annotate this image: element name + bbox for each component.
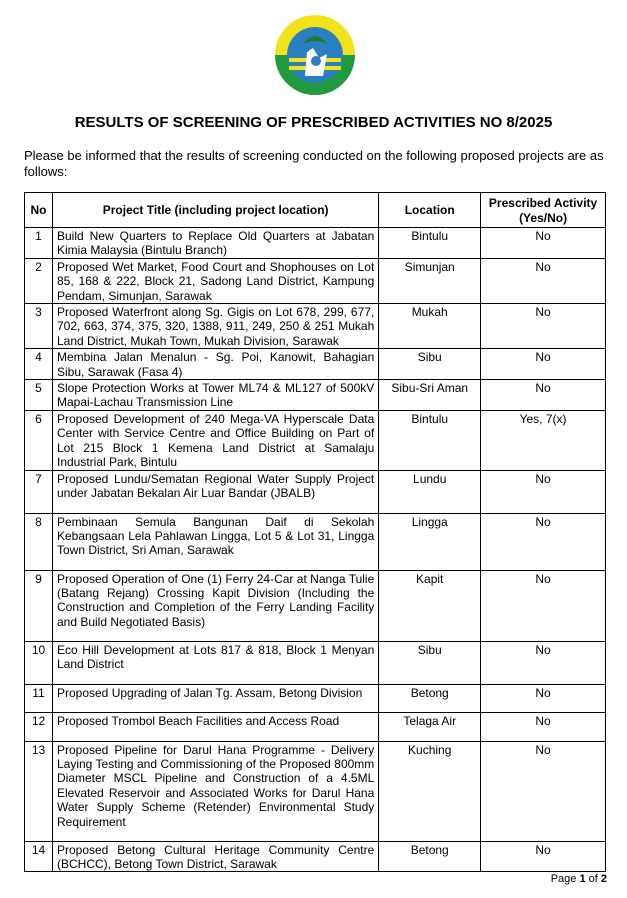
prescribed-activity: No bbox=[480, 227, 606, 259]
row-number: 8 bbox=[24, 512, 53, 571]
row-number: 10 bbox=[24, 640, 53, 685]
table-row: 14 Proposed Betong Cultural Heritage Comm… bbox=[24, 840, 606, 873]
prescribed-activity: No bbox=[480, 711, 606, 742]
table-row: 7 Proposed Lundu/Sematan Regional Water S… bbox=[24, 469, 606, 514]
location: Sibu-Sri Aman bbox=[378, 379, 482, 411]
project-title: Proposed Waterfront along Sg. Gigis on L… bbox=[51, 303, 380, 350]
page-number: Page 1 of 2 bbox=[551, 873, 607, 885]
page-of: of bbox=[585, 873, 601, 885]
header-no: No bbox=[24, 192, 53, 228]
prescribed-activity: Yes, 7(x) bbox=[480, 409, 606, 471]
location: Lingga bbox=[378, 512, 482, 571]
header-prescribed-activity: Prescribed Activity (Yes/No) bbox=[480, 192, 606, 228]
row-number: 6 bbox=[24, 409, 53, 471]
header-location: Location bbox=[378, 192, 482, 228]
row-number: 13 bbox=[24, 740, 53, 842]
prescribed-activity: No bbox=[480, 640, 606, 685]
page-total: 2 bbox=[600, 873, 607, 885]
prescribed-activity: No bbox=[480, 512, 606, 571]
location: Kuching bbox=[378, 740, 482, 842]
project-title: Eco Hill Development at Lots 817 & 818, … bbox=[51, 640, 380, 685]
header-project-title: Project Title (including project locatio… bbox=[51, 192, 380, 228]
document-title: RESULTS OF SCREENING OF PRESCRIBED ACTIV… bbox=[74, 114, 553, 131]
project-title: Proposed Betong Cultural Heritage Commun… bbox=[51, 840, 380, 873]
location: Bintulu bbox=[378, 409, 482, 471]
table-row: 2 Proposed Wet Market, Food Court and Sho… bbox=[24, 257, 606, 305]
table-row: 6 Proposed Development of 240 Mega-VA Hyp… bbox=[24, 409, 606, 471]
location: Lundu bbox=[378, 469, 482, 514]
project-title: Proposed Pipeline for Darul Hana Program… bbox=[51, 740, 380, 842]
prescribed-activity: No bbox=[480, 569, 606, 642]
location: Betong bbox=[378, 683, 482, 713]
row-number: 3 bbox=[24, 303, 53, 350]
project-title: Pembinaan Semula Bangunan Daif di Sekola… bbox=[51, 512, 380, 571]
row-number: 1 bbox=[24, 227, 53, 259]
location: Betong bbox=[378, 840, 482, 873]
location: Mukah bbox=[378, 303, 482, 350]
table-row: 13 Proposed Pipeline for Darul Hana Progr… bbox=[24, 740, 606, 842]
prescribed-activity: No bbox=[480, 683, 606, 713]
table-row: 11 Proposed Upgrading of Jalan Tg. Assam,… bbox=[24, 683, 606, 713]
project-title: Proposed Trombol Beach Facilities and Ac… bbox=[51, 711, 380, 742]
page-prefix: Page bbox=[550, 873, 580, 885]
location: Bintulu bbox=[378, 227, 482, 259]
project-title: Proposed Wet Market, Food Court and Shop… bbox=[51, 257, 380, 305]
project-title: Build New Quarters to Replace Old Quarte… bbox=[51, 227, 380, 259]
location: Simunjan bbox=[378, 257, 482, 305]
row-number: 11 bbox=[24, 683, 53, 713]
prescribed-activity: No bbox=[480, 469, 606, 514]
table-row: 12 Proposed Trombol Beach Facilities and … bbox=[24, 711, 606, 742]
agency-logo bbox=[275, 15, 355, 95]
screening-results-table: No Project Title (including project loca… bbox=[24, 192, 606, 873]
prescribed-activity: No bbox=[480, 740, 606, 842]
prescribed-activity: No bbox=[480, 257, 606, 305]
prescribed-activity: No bbox=[480, 840, 606, 873]
table-row: 1 Build New Quarters to Replace Old Quart… bbox=[24, 227, 606, 259]
table-row: 9 Proposed Operation of One (1) Ferry 24-… bbox=[24, 569, 606, 642]
intro-paragraph: Please be informed that the results of s… bbox=[24, 148, 604, 179]
row-number: 14 bbox=[24, 840, 53, 873]
row-number: 4 bbox=[24, 348, 53, 381]
project-title: Proposed Lundu/Sematan Regional Water Su… bbox=[51, 469, 380, 514]
project-title: Slope Protection Works at Tower ML74 & M… bbox=[51, 379, 380, 411]
location: Sibu bbox=[378, 640, 482, 685]
table-header-row: No Project Title (including project loca… bbox=[24, 192, 606, 228]
table-row: 4 Membina Jalan Menalun - Sg. Poi, Kanowi… bbox=[24, 348, 606, 381]
page-current: 1 bbox=[579, 873, 586, 885]
project-title: Proposed Development of 240 Mega-VA Hype… bbox=[51, 409, 380, 471]
project-title: Membina Jalan Menalun - Sg. Poi, Kanowit… bbox=[51, 348, 380, 381]
project-title: Proposed Upgrading of Jalan Tg. Assam, B… bbox=[51, 683, 380, 713]
location: Kapit bbox=[378, 569, 482, 642]
table-row: 5 Slope Protection Works at Tower ML74 & … bbox=[24, 379, 606, 411]
row-number: 5 bbox=[24, 379, 53, 411]
prescribed-activity: No bbox=[480, 379, 606, 411]
table-row: 10 Eco Hill Development at Lots 817 & 818… bbox=[24, 640, 606, 685]
table-row: 8 Pembinaan Semula Bangunan Daif di Sekol… bbox=[24, 512, 606, 571]
prescribed-activity: No bbox=[480, 303, 606, 350]
row-number: 2 bbox=[24, 257, 53, 305]
row-number: 7 bbox=[24, 469, 53, 514]
location: Telaga Air bbox=[378, 711, 482, 742]
row-number: 9 bbox=[24, 569, 53, 642]
prescribed-activity: No bbox=[480, 348, 606, 381]
project-title: Proposed Operation of One (1) Ferry 24-C… bbox=[51, 569, 380, 642]
table-row: 3 Proposed Waterfront along Sg. Gigis on … bbox=[24, 303, 606, 350]
location: Sibu bbox=[378, 348, 482, 381]
row-number: 12 bbox=[24, 711, 53, 742]
